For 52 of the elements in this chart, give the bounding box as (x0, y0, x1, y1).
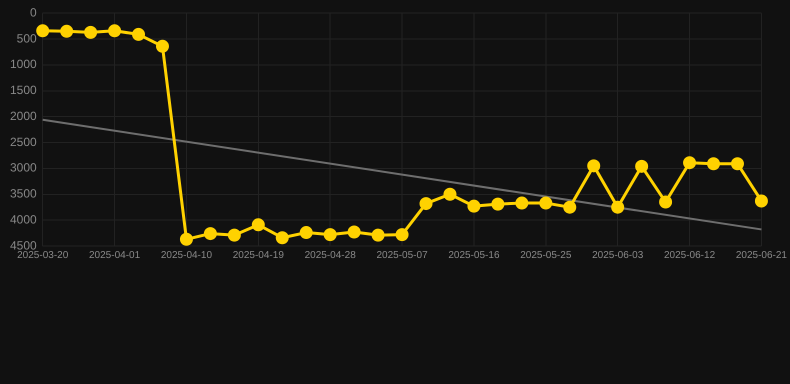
x-tick-label: 2025-04-19 (232, 250, 284, 261)
point (300, 226, 313, 240)
point (36, 24, 50, 38)
x-tick-label: 2025-04-01 (88, 250, 141, 261)
y-tick-label: 1500 (10, 83, 38, 98)
y-tick-label: 3500 (10, 186, 38, 201)
x-tick-label: 2025-05-16 (448, 250, 500, 261)
point (348, 226, 361, 239)
point (204, 227, 217, 240)
point (707, 157, 720, 170)
y-tick-label: 4000 (10, 212, 38, 226)
point (491, 198, 504, 211)
point (611, 200, 624, 214)
point (396, 228, 409, 242)
x-tick-label: 2025-06-03 (592, 250, 644, 261)
point (754, 194, 768, 208)
y-tick-label: 2500 (10, 134, 38, 149)
point (730, 157, 744, 170)
point (515, 196, 528, 210)
point (228, 228, 241, 242)
x-tick-label: 2025-06-21 (736, 250, 788, 261)
x-tick-label: 2025-06-12 (664, 250, 716, 261)
point (252, 218, 265, 232)
point (420, 197, 433, 210)
point (132, 28, 146, 41)
point (683, 156, 696, 170)
x-tick-label: 2025-04-28 (304, 250, 356, 261)
point (156, 40, 169, 53)
point (108, 24, 122, 38)
point (635, 160, 648, 173)
y-tick-label: 4500 (10, 238, 38, 252)
y-tick-label: 0 (30, 6, 38, 20)
point (539, 196, 552, 210)
point (276, 231, 289, 244)
x-tick-label: 2025-03-20 (17, 250, 69, 261)
point (180, 232, 193, 246)
point (443, 188, 456, 201)
x-tick-label: 2025-04-10 (160, 250, 212, 261)
point (563, 200, 576, 214)
y-tick-label: 500 (16, 31, 38, 46)
point (467, 200, 480, 213)
point (324, 228, 337, 242)
y-tick-label: 3000 (10, 160, 38, 175)
y-tick-label: 2000 (10, 108, 38, 123)
x-tick-label: 2025-05-07 (376, 250, 428, 261)
point (84, 26, 98, 39)
point (587, 159, 600, 172)
point (60, 24, 74, 38)
point (372, 228, 385, 242)
y-tick-label: 1000 (10, 57, 38, 72)
point (659, 196, 672, 209)
x-tick-label: 2025-05-25 (520, 250, 572, 261)
